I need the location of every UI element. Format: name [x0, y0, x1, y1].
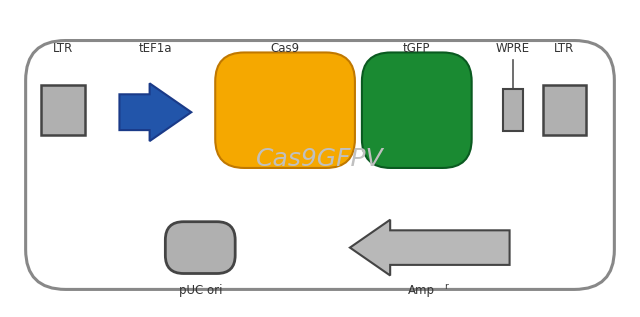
- Text: WPRE: WPRE: [495, 42, 530, 55]
- Polygon shape: [350, 220, 509, 275]
- Text: tEF1a: tEF1a: [139, 42, 172, 55]
- Text: pUC ori: pUC ori: [179, 284, 222, 297]
- Text: Amp: Amp: [408, 284, 435, 297]
- Text: LTR: LTR: [554, 42, 575, 55]
- Text: Cas9: Cas9: [271, 42, 300, 55]
- Polygon shape: [120, 83, 191, 141]
- FancyBboxPatch shape: [362, 53, 472, 168]
- Bar: [543, 85, 586, 135]
- FancyBboxPatch shape: [165, 222, 235, 274]
- FancyBboxPatch shape: [215, 53, 355, 168]
- Bar: [502, 89, 522, 131]
- Bar: [40, 85, 84, 135]
- Text: r: r: [444, 282, 447, 291]
- Text: tGFP: tGFP: [403, 42, 431, 55]
- Text: LTR: LTR: [52, 42, 73, 55]
- Text: Cas9GFPV: Cas9GFPV: [256, 146, 384, 171]
